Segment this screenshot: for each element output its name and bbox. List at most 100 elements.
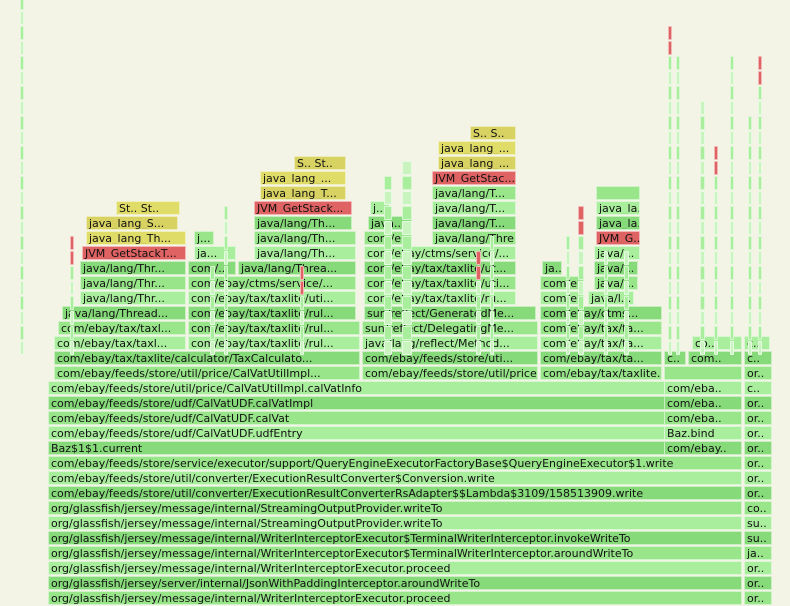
- stack-frame[interactable]: [668, 161, 672, 175]
- stack-frame[interactable]: or..: [744, 426, 772, 440]
- stack-frame[interactable]: [758, 116, 762, 130]
- stack-frame[interactable]: [714, 221, 718, 235]
- stack-frame[interactable]: [624, 326, 629, 340]
- stack-frame[interactable]: [578, 251, 584, 265]
- stack-frame[interactable]: [402, 176, 412, 190]
- stack-frame[interactable]: [668, 281, 672, 295]
- stack-frame[interactable]: [714, 236, 718, 250]
- stack-frame[interactable]: [668, 296, 672, 310]
- stack-frame[interactable]: co..: [744, 501, 772, 515]
- stack-frame[interactable]: [676, 236, 680, 250]
- stack-frame[interactable]: java_lang_...: [438, 141, 516, 155]
- stack-frame[interactable]: [730, 296, 734, 310]
- stack-frame[interactable]: [604, 251, 608, 265]
- stack-frame[interactable]: [676, 116, 680, 130]
- stack-frame[interactable]: [758, 86, 762, 100]
- stack-frame[interactable]: com/ebay/ctms...: [540, 306, 662, 320]
- stack-frame[interactable]: [676, 206, 680, 220]
- stack-frame[interactable]: [476, 266, 481, 280]
- stack-frame[interactable]: [578, 221, 584, 235]
- stack-frame[interactable]: [604, 281, 608, 295]
- stack-frame[interactable]: [748, 161, 752, 175]
- stack-frame[interactable]: [300, 341, 304, 355]
- stack-frame[interactable]: com/ebay/feeds/store/udf/CalVatUDF.calVa…: [48, 396, 694, 410]
- stack-frame[interactable]: [676, 281, 680, 295]
- stack-frame[interactable]: [402, 206, 412, 220]
- stack-frame[interactable]: [700, 206, 705, 220]
- stack-frame[interactable]: ja...: [542, 261, 562, 275]
- stack-frame[interactable]: [476, 296, 481, 310]
- stack-frame[interactable]: [668, 41, 672, 55]
- stack-frame[interactable]: [668, 326, 672, 340]
- stack-frame[interactable]: [758, 131, 762, 145]
- stack-frame[interactable]: [730, 56, 734, 70]
- stack-frame[interactable]: [758, 176, 762, 190]
- stack-frame[interactable]: [758, 326, 762, 340]
- stack-frame[interactable]: [676, 56, 680, 70]
- stack-frame[interactable]: [758, 236, 762, 250]
- stack-frame[interactable]: [624, 281, 629, 295]
- stack-frame[interactable]: [668, 71, 672, 85]
- stack-frame[interactable]: [20, 101, 24, 115]
- stack-frame[interactable]: [714, 176, 718, 190]
- stack-frame[interactable]: [758, 296, 762, 310]
- stack-frame[interactable]: [676, 341, 680, 355]
- stack-frame[interactable]: [300, 296, 304, 310]
- stack-frame[interactable]: JVM_GetStackT...: [82, 246, 186, 260]
- stack-frame[interactable]: [748, 281, 752, 295]
- stack-frame[interactable]: Baz.bind: [664, 426, 742, 440]
- stack-frame[interactable]: [748, 116, 752, 130]
- stack-frame[interactable]: [758, 206, 762, 220]
- stack-frame[interactable]: or..: [744, 456, 772, 470]
- stack-frame[interactable]: [748, 221, 752, 235]
- stack-frame[interactable]: [668, 56, 672, 70]
- stack-frame[interactable]: [730, 101, 734, 115]
- stack-frame[interactable]: com/ebay/feeds/store/util/converter/Exec…: [48, 486, 742, 500]
- stack-frame[interactable]: [730, 341, 734, 355]
- stack-frame[interactable]: [578, 326, 584, 340]
- stack-frame[interactable]: com/ebay/tax/taxlite/rul...: [188, 321, 360, 335]
- stack-frame[interactable]: [748, 326, 752, 340]
- stack-frame[interactable]: [676, 311, 680, 325]
- stack-frame[interactable]: [476, 251, 481, 265]
- stack-frame[interactable]: org/glassfish/jersey/message/internal/Wr…: [48, 531, 742, 545]
- stack-frame[interactable]: JVM_GetStac...: [432, 171, 516, 185]
- stack-frame[interactable]: java_lang_Th...: [86, 231, 186, 245]
- stack-frame[interactable]: [70, 281, 74, 295]
- stack-frame[interactable]: com/ebay/feeds/store/util/price/CalVatUt…: [48, 381, 694, 395]
- stack-frame[interactable]: [748, 146, 752, 160]
- stack-frame[interactable]: JVM_G...: [596, 231, 640, 245]
- stack-frame[interactable]: org/glassfish/jersey/message/internal/Wr…: [48, 561, 742, 575]
- stack-frame[interactable]: [730, 236, 734, 250]
- stack-frame[interactable]: [210, 296, 215, 310]
- stack-frame[interactable]: [676, 221, 680, 235]
- stack-frame[interactable]: com/e...: [540, 291, 584, 305]
- stack-frame[interactable]: java/lang/T...: [432, 201, 516, 215]
- stack-frame[interactable]: [224, 311, 228, 325]
- stack-frame[interactable]: [20, 56, 24, 70]
- stack-frame[interactable]: java_la...: [596, 216, 640, 230]
- stack-frame[interactable]: [20, 11, 24, 25]
- stack-frame[interactable]: [402, 221, 412, 235]
- stack-frame[interactable]: java/lang/Th...: [254, 216, 352, 230]
- stack-frame[interactable]: [384, 206, 392, 220]
- stack-frame[interactable]: [676, 161, 680, 175]
- stack-frame[interactable]: [748, 341, 752, 355]
- stack-frame[interactable]: c..: [744, 381, 772, 395]
- stack-frame[interactable]: [224, 206, 228, 220]
- stack-frame[interactable]: [624, 341, 629, 355]
- stack-frame[interactable]: [700, 221, 705, 235]
- stack-frame[interactable]: [490, 311, 494, 325]
- stack-frame[interactable]: [730, 161, 734, 175]
- stack-frame[interactable]: [476, 341, 481, 355]
- stack-frame[interactable]: [624, 296, 629, 310]
- stack-frame[interactable]: [668, 86, 672, 100]
- stack-frame[interactable]: [730, 191, 734, 205]
- stack-frame[interactable]: or..: [744, 471, 772, 485]
- stack-frame[interactable]: [668, 266, 672, 280]
- stack-frame[interactable]: java/...: [594, 246, 640, 260]
- stack-frame[interactable]: [476, 311, 481, 325]
- stack-frame[interactable]: [676, 101, 680, 115]
- stack-frame[interactable]: [700, 326, 705, 340]
- stack-frame[interactable]: com/ebay..: [664, 441, 742, 455]
